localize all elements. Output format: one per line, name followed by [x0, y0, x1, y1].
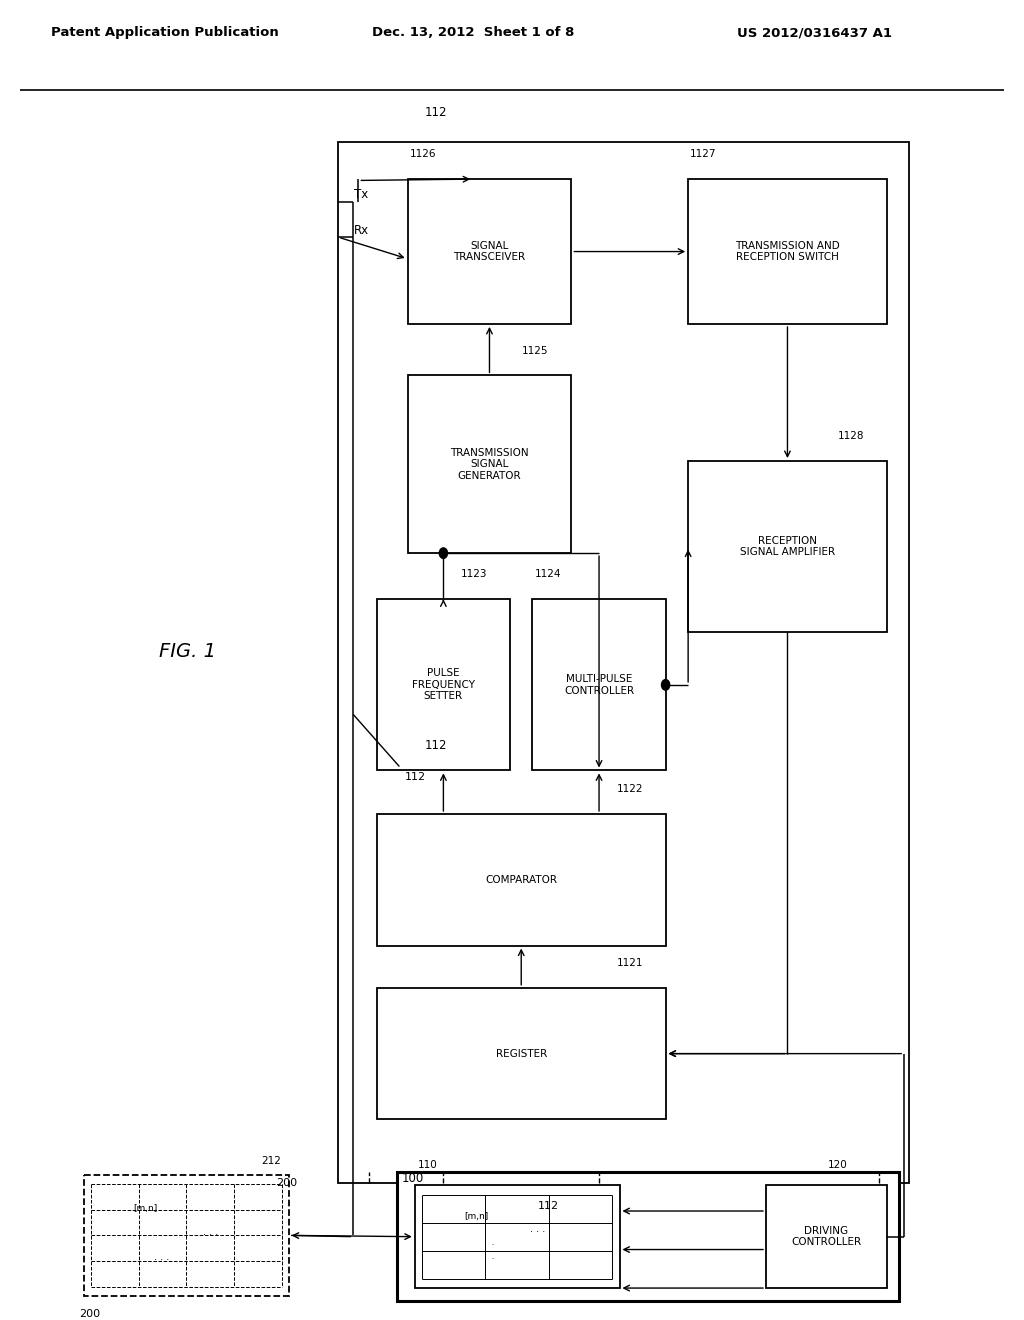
Text: 112: 112: [538, 1201, 559, 1212]
Text: 100: 100: [401, 1172, 424, 1185]
Text: REGISTER: REGISTER: [496, 1048, 547, 1059]
Circle shape: [439, 548, 447, 558]
Bar: [377, 987, 666, 1119]
Text: Tx: Tx: [354, 189, 369, 202]
Text: TRANSMISSION AND
RECEPTION SWITCH: TRANSMISSION AND RECEPTION SWITCH: [735, 240, 840, 263]
Text: US 2012/0316437 A1: US 2012/0316437 A1: [737, 26, 892, 40]
Bar: [766, 1185, 887, 1288]
Text: 1121: 1121: [616, 958, 643, 968]
Text: · · ·: · · ·: [530, 1226, 545, 1237]
Text: Rx: Rx: [353, 224, 369, 238]
Bar: [408, 180, 571, 323]
Text: MULTI-PULSE
CONTROLLER: MULTI-PULSE CONTROLLER: [564, 675, 634, 696]
Text: [m,n]: [m,n]: [133, 1204, 158, 1213]
Text: ·
·
·: · · ·: [492, 1242, 494, 1262]
Bar: [532, 599, 666, 771]
Text: 112: 112: [425, 106, 447, 119]
Text: COMPARATOR: COMPARATOR: [485, 875, 557, 884]
Bar: [688, 461, 887, 632]
Text: PULSE
FREQUENCY
SETTER: PULSE FREQUENCY SETTER: [412, 668, 475, 701]
Text: 1122: 1122: [616, 784, 643, 795]
Text: 112: 112: [425, 739, 447, 752]
Text: · · ·: · · ·: [155, 1254, 169, 1265]
Text: 1123: 1123: [461, 569, 487, 579]
Bar: [377, 599, 510, 771]
Text: 1126: 1126: [410, 149, 436, 160]
Text: 112: 112: [404, 772, 426, 781]
Circle shape: [662, 680, 670, 690]
Text: · · ·: · · ·: [204, 1230, 218, 1241]
Text: SIGNAL
TRANSCEIVER: SIGNAL TRANSCEIVER: [454, 240, 525, 263]
Text: 110: 110: [418, 1159, 437, 1170]
Text: 1127: 1127: [690, 149, 717, 160]
Text: 212: 212: [261, 1155, 281, 1166]
Text: [m,n]: [m,n]: [464, 1212, 488, 1221]
Bar: [688, 180, 887, 323]
Text: RECEPTION
SIGNAL AMPLIFIER: RECEPTION SIGNAL AMPLIFIER: [740, 536, 835, 557]
Text: TRANSMISSION
SIGNAL
GENERATOR: TRANSMISSION SIGNAL GENERATOR: [451, 447, 528, 480]
Text: FIG. 1: FIG. 1: [159, 643, 216, 661]
Text: 1128: 1128: [838, 432, 864, 441]
Bar: [415, 1185, 620, 1288]
Text: 1125: 1125: [522, 346, 549, 355]
Bar: [338, 143, 909, 1183]
Bar: [397, 1172, 899, 1302]
Bar: [377, 814, 666, 945]
Text: 120: 120: [827, 1159, 847, 1170]
Text: 1124: 1124: [535, 569, 561, 579]
Text: 200: 200: [79, 1309, 100, 1320]
Text: Dec. 13, 2012  Sheet 1 of 8: Dec. 13, 2012 Sheet 1 of 8: [372, 26, 574, 40]
Bar: [408, 375, 571, 553]
Bar: [84, 1175, 289, 1296]
Text: 200: 200: [276, 1177, 298, 1188]
Text: Patent Application Publication: Patent Application Publication: [51, 26, 279, 40]
Text: DRIVING
CONTROLLER: DRIVING CONTROLLER: [792, 1226, 861, 1247]
